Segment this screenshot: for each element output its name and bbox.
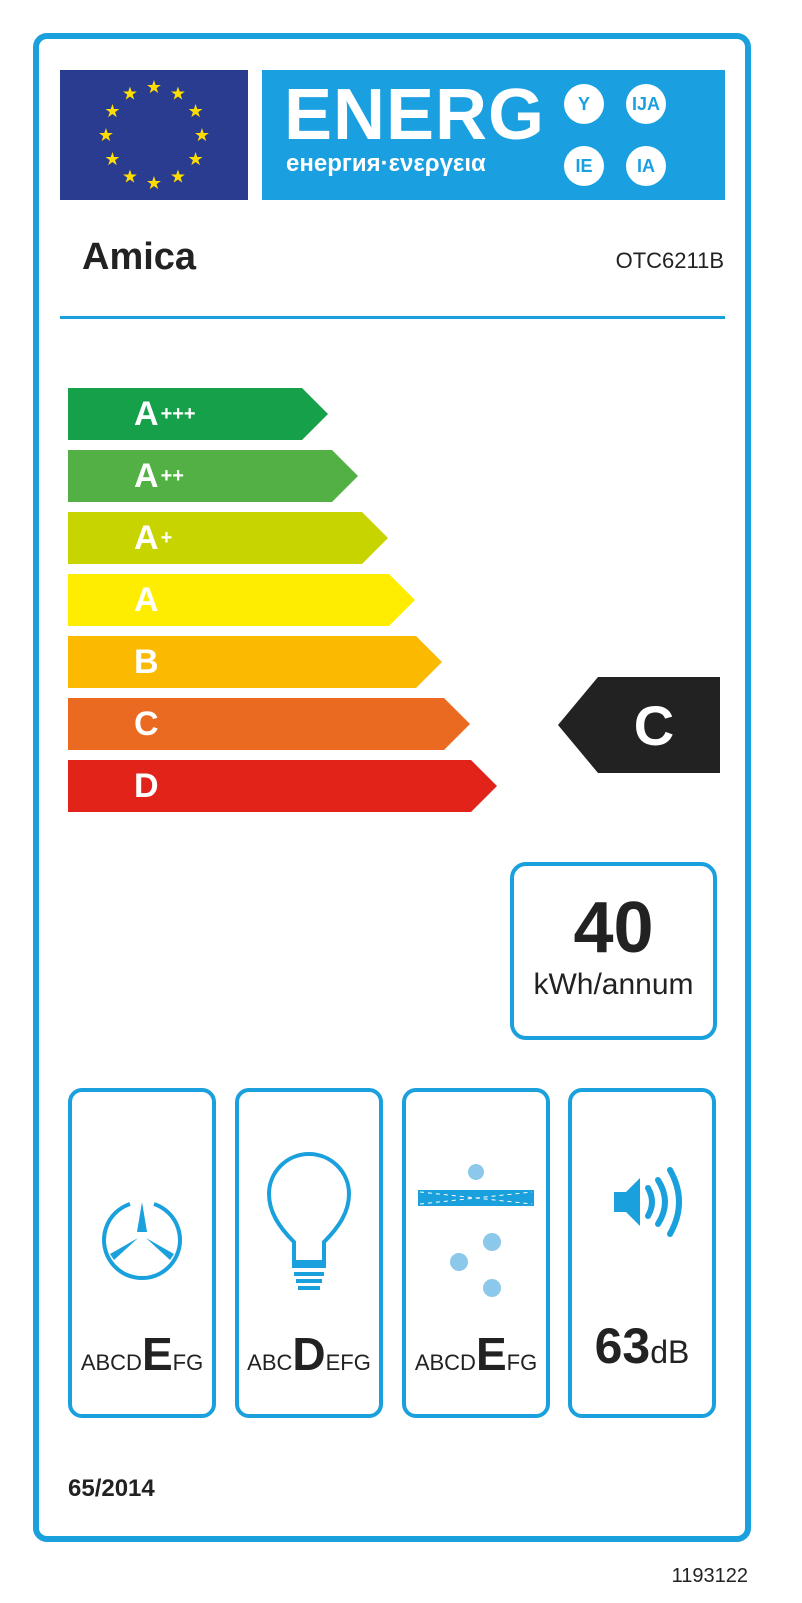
star-icon: ★ xyxy=(122,83,138,103)
class-letter: A xyxy=(134,518,159,557)
energy-class-arrow: A ++ xyxy=(68,450,358,502)
light-bulb-icon xyxy=(266,1152,352,1290)
noise-level: 63dB xyxy=(594,1318,690,1374)
star-icon: ★ xyxy=(104,101,120,121)
energy-class-arrow: A + xyxy=(68,512,388,564)
lighting-box: ABCDEFG xyxy=(235,1088,383,1418)
regulation-number: 65/2014 xyxy=(68,1475,155,1502)
class-letter: D xyxy=(134,766,159,805)
eu-flag: ★ ★ ★ ★ ★ ★ ★ ★ ★ ★ ★ ★ xyxy=(60,70,248,200)
energy-title: ENERG xyxy=(284,75,546,155)
energy-class-arrow: B xyxy=(68,636,442,688)
model-number: OTC6211B xyxy=(615,248,724,273)
star-icon: ★ xyxy=(187,101,203,121)
star-icon: ★ xyxy=(170,167,186,187)
energy-class-arrow: A +++ xyxy=(68,388,328,440)
star-icon: ★ xyxy=(194,125,210,145)
grease-filter-icon xyxy=(418,1164,534,1297)
label-frame xyxy=(33,33,751,1542)
energy-subtitle: енергия·ενεργεια xyxy=(286,150,486,177)
suffix-ie: IE xyxy=(564,146,604,186)
speaker-icon xyxy=(614,1167,682,1237)
label-code: 1193122 xyxy=(671,1565,748,1587)
energy-class-indicator: C xyxy=(558,677,720,773)
eu-stars-icon: ★ ★★★★★★★★★★★ xyxy=(98,77,210,193)
suffix-y: Y xyxy=(564,84,604,124)
star-icon: ★ xyxy=(98,125,114,145)
class-letter: C xyxy=(134,704,159,743)
noise-box: 63dB xyxy=(568,1088,716,1418)
divider xyxy=(60,316,725,319)
grease-filtering-class: ABCDEFG xyxy=(414,1328,538,1380)
fluid-dynamic-box: ABCDEFG xyxy=(68,1088,216,1418)
energy-class-arrow: A xyxy=(68,574,415,626)
suffix-ija: IJA xyxy=(626,84,666,124)
class-letter: A xyxy=(134,456,159,495)
class-plus: +++ xyxy=(160,402,196,425)
class-letter: B xyxy=(134,642,159,681)
fluid-dynamic-class: ABCDEFG xyxy=(80,1328,204,1380)
class-plus: ++ xyxy=(160,464,184,487)
consumption-unit: kWh/annum xyxy=(533,968,694,1001)
energy-class-arrow: C xyxy=(68,698,470,750)
fan-icon xyxy=(102,1202,182,1281)
star-icon: ★ xyxy=(187,149,203,169)
supplier-name: Amica xyxy=(82,236,197,278)
star-icon: ★ xyxy=(122,167,138,187)
star-icon: ★ xyxy=(104,149,120,169)
lighting-class: ABCDEFG xyxy=(247,1328,371,1380)
star-icon: ★ xyxy=(146,77,162,97)
class-letter: A xyxy=(134,580,159,619)
class-letter: A xyxy=(134,394,159,433)
energy-banner: ENERG енергия·ενεργεια Y IJA IE IA xyxy=(262,70,725,200)
star-icon: ★ xyxy=(146,173,162,193)
suffix-ia: IA xyxy=(626,146,666,186)
energy-consumption-box: 40 kWh/annum xyxy=(510,862,717,1040)
consumption-value: 40 xyxy=(573,888,654,968)
energy-class-arrow: D xyxy=(68,760,497,812)
grease-filtering-box: ABCDEFG xyxy=(402,1088,550,1418)
class-plus: + xyxy=(160,526,173,549)
star-icon: ★ xyxy=(170,83,186,103)
